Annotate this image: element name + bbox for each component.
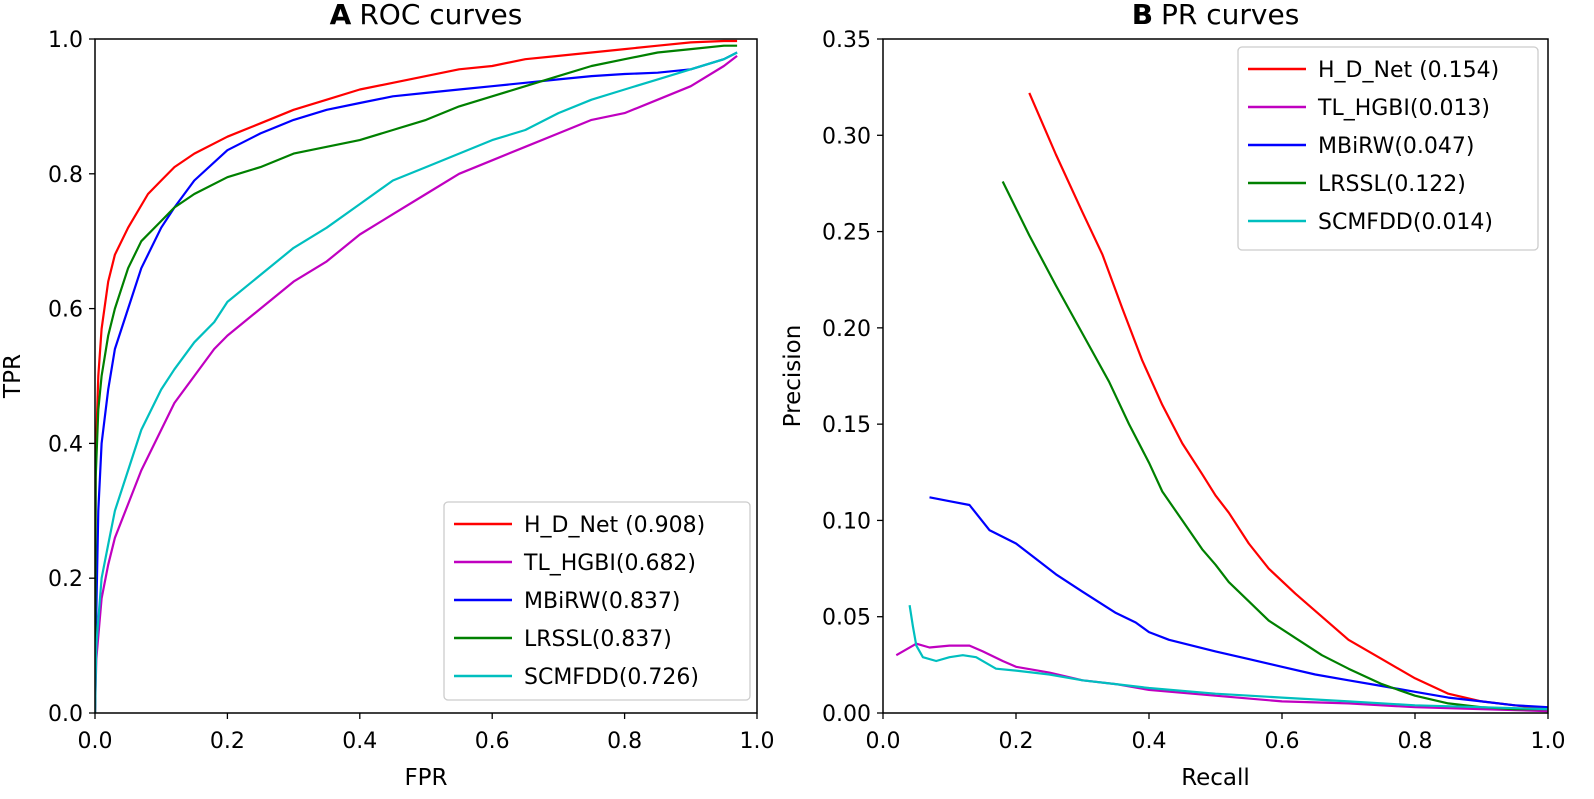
series-line-h-d-net bbox=[1028, 92, 1548, 711]
x-tick-label: 0.8 bbox=[607, 729, 642, 754]
legend-entry: H_D_Net (0.154) bbox=[1318, 58, 1499, 83]
x-axis-label: FPR bbox=[404, 765, 447, 791]
legend-entry: SCMFDD(0.726) bbox=[524, 665, 699, 690]
y-tick-label: 0.2 bbox=[48, 567, 83, 592]
y-tick-label: 0.25 bbox=[822, 221, 871, 246]
panel-letter: A bbox=[330, 0, 352, 31]
legend-entry: TL_HGBI(0.682) bbox=[523, 551, 696, 576]
plot-frame bbox=[94, 38, 758, 714]
x-tick-label: 0.0 bbox=[866, 729, 901, 754]
x-tick-label: 0.2 bbox=[999, 729, 1034, 754]
legend-entry: H_D_Net (0.908) bbox=[524, 513, 705, 538]
legend-entry: LRSSL(0.837) bbox=[524, 627, 672, 652]
chart-title: A ROC curves bbox=[330, 0, 523, 31]
y-tick-label: 0.05 bbox=[822, 606, 871, 631]
x-tick-label: 0.8 bbox=[1398, 729, 1433, 754]
legend-entry: TL_HGBI(0.013) bbox=[1317, 96, 1490, 121]
x-tick-label: 0.4 bbox=[342, 729, 377, 754]
legend-entry: MBiRW(0.047) bbox=[1318, 134, 1474, 159]
legend: H_D_Net (0.154) TL_HGBI(0.013) MBiRW(0.047… bbox=[1237, 46, 1539, 251]
legend-box bbox=[443, 501, 751, 701]
x-tick-label: 1.0 bbox=[740, 729, 775, 754]
plot-frame bbox=[882, 38, 1549, 714]
legend: H_D_Net (0.908) TL_HGBI(0.682) MBiRW(0.837… bbox=[443, 501, 751, 701]
y-tick-label: 0.8 bbox=[48, 163, 83, 188]
y-tick-label: 0.00 bbox=[822, 702, 871, 727]
legend-entry: SCMFDD(0.014) bbox=[1318, 210, 1493, 235]
roc-panel: 0.0 0.2 0.4 0.6 0.8 1.0 0.0 0.2 0.4 0.6 0.8 1.0 FPR T… bbox=[0, 0, 775, 791]
y-axis-label: TPR bbox=[0, 354, 26, 399]
chart-title: B PR curves bbox=[1132, 0, 1300, 31]
x-tick-label: 0.2 bbox=[210, 729, 245, 754]
x-tick-label: 1.0 bbox=[1531, 729, 1566, 754]
series-line-tl-hgbi bbox=[95, 55, 738, 713]
y-tick-label: 0.0 bbox=[48, 702, 83, 727]
x-axis-label: Recall bbox=[1181, 765, 1250, 791]
legend-entry: MBiRW(0.837) bbox=[524, 589, 680, 614]
y-tick-label: 0.10 bbox=[822, 509, 871, 534]
series-line-h-d-net bbox=[95, 39, 738, 713]
series-line-mbirw bbox=[929, 496, 1548, 709]
panel-letter: B bbox=[1132, 0, 1153, 31]
y-tick-label: 1.0 bbox=[48, 28, 83, 53]
series-line-scmfdd bbox=[908, 605, 1548, 711]
y-tick-label: 0.35 bbox=[822, 28, 871, 53]
x-tick-label: 0.4 bbox=[1132, 729, 1167, 754]
title-label: PR curves bbox=[1161, 0, 1299, 31]
series-line-scmfdd bbox=[95, 51, 738, 713]
y-tick-label: 0.20 bbox=[822, 317, 871, 342]
x-tick-label: 0.0 bbox=[78, 729, 113, 754]
y-tick-label: 0.15 bbox=[822, 413, 871, 438]
legend-box bbox=[1237, 46, 1539, 251]
y-tick-label: 0.30 bbox=[822, 124, 871, 149]
x-tick-label: 0.6 bbox=[1265, 729, 1300, 754]
x-tick-label: 0.6 bbox=[475, 729, 510, 754]
y-tick-label: 0.4 bbox=[48, 432, 83, 457]
title-label: ROC curves bbox=[359, 0, 522, 31]
pr-panel: 0.0 0.2 0.4 0.6 0.8 1.0 0.00 0.05 0.10 0.15 0.20 0.… bbox=[780, 0, 1566, 791]
series-line-lrssl bbox=[1001, 181, 1548, 711]
series-line-lrssl bbox=[95, 44, 738, 713]
y-tick-label: 0.6 bbox=[48, 298, 83, 323]
legend-entry: LRSSL(0.122) bbox=[1318, 172, 1466, 197]
series-line-mbirw bbox=[95, 51, 738, 713]
y-axis-label: Precision bbox=[780, 325, 806, 428]
